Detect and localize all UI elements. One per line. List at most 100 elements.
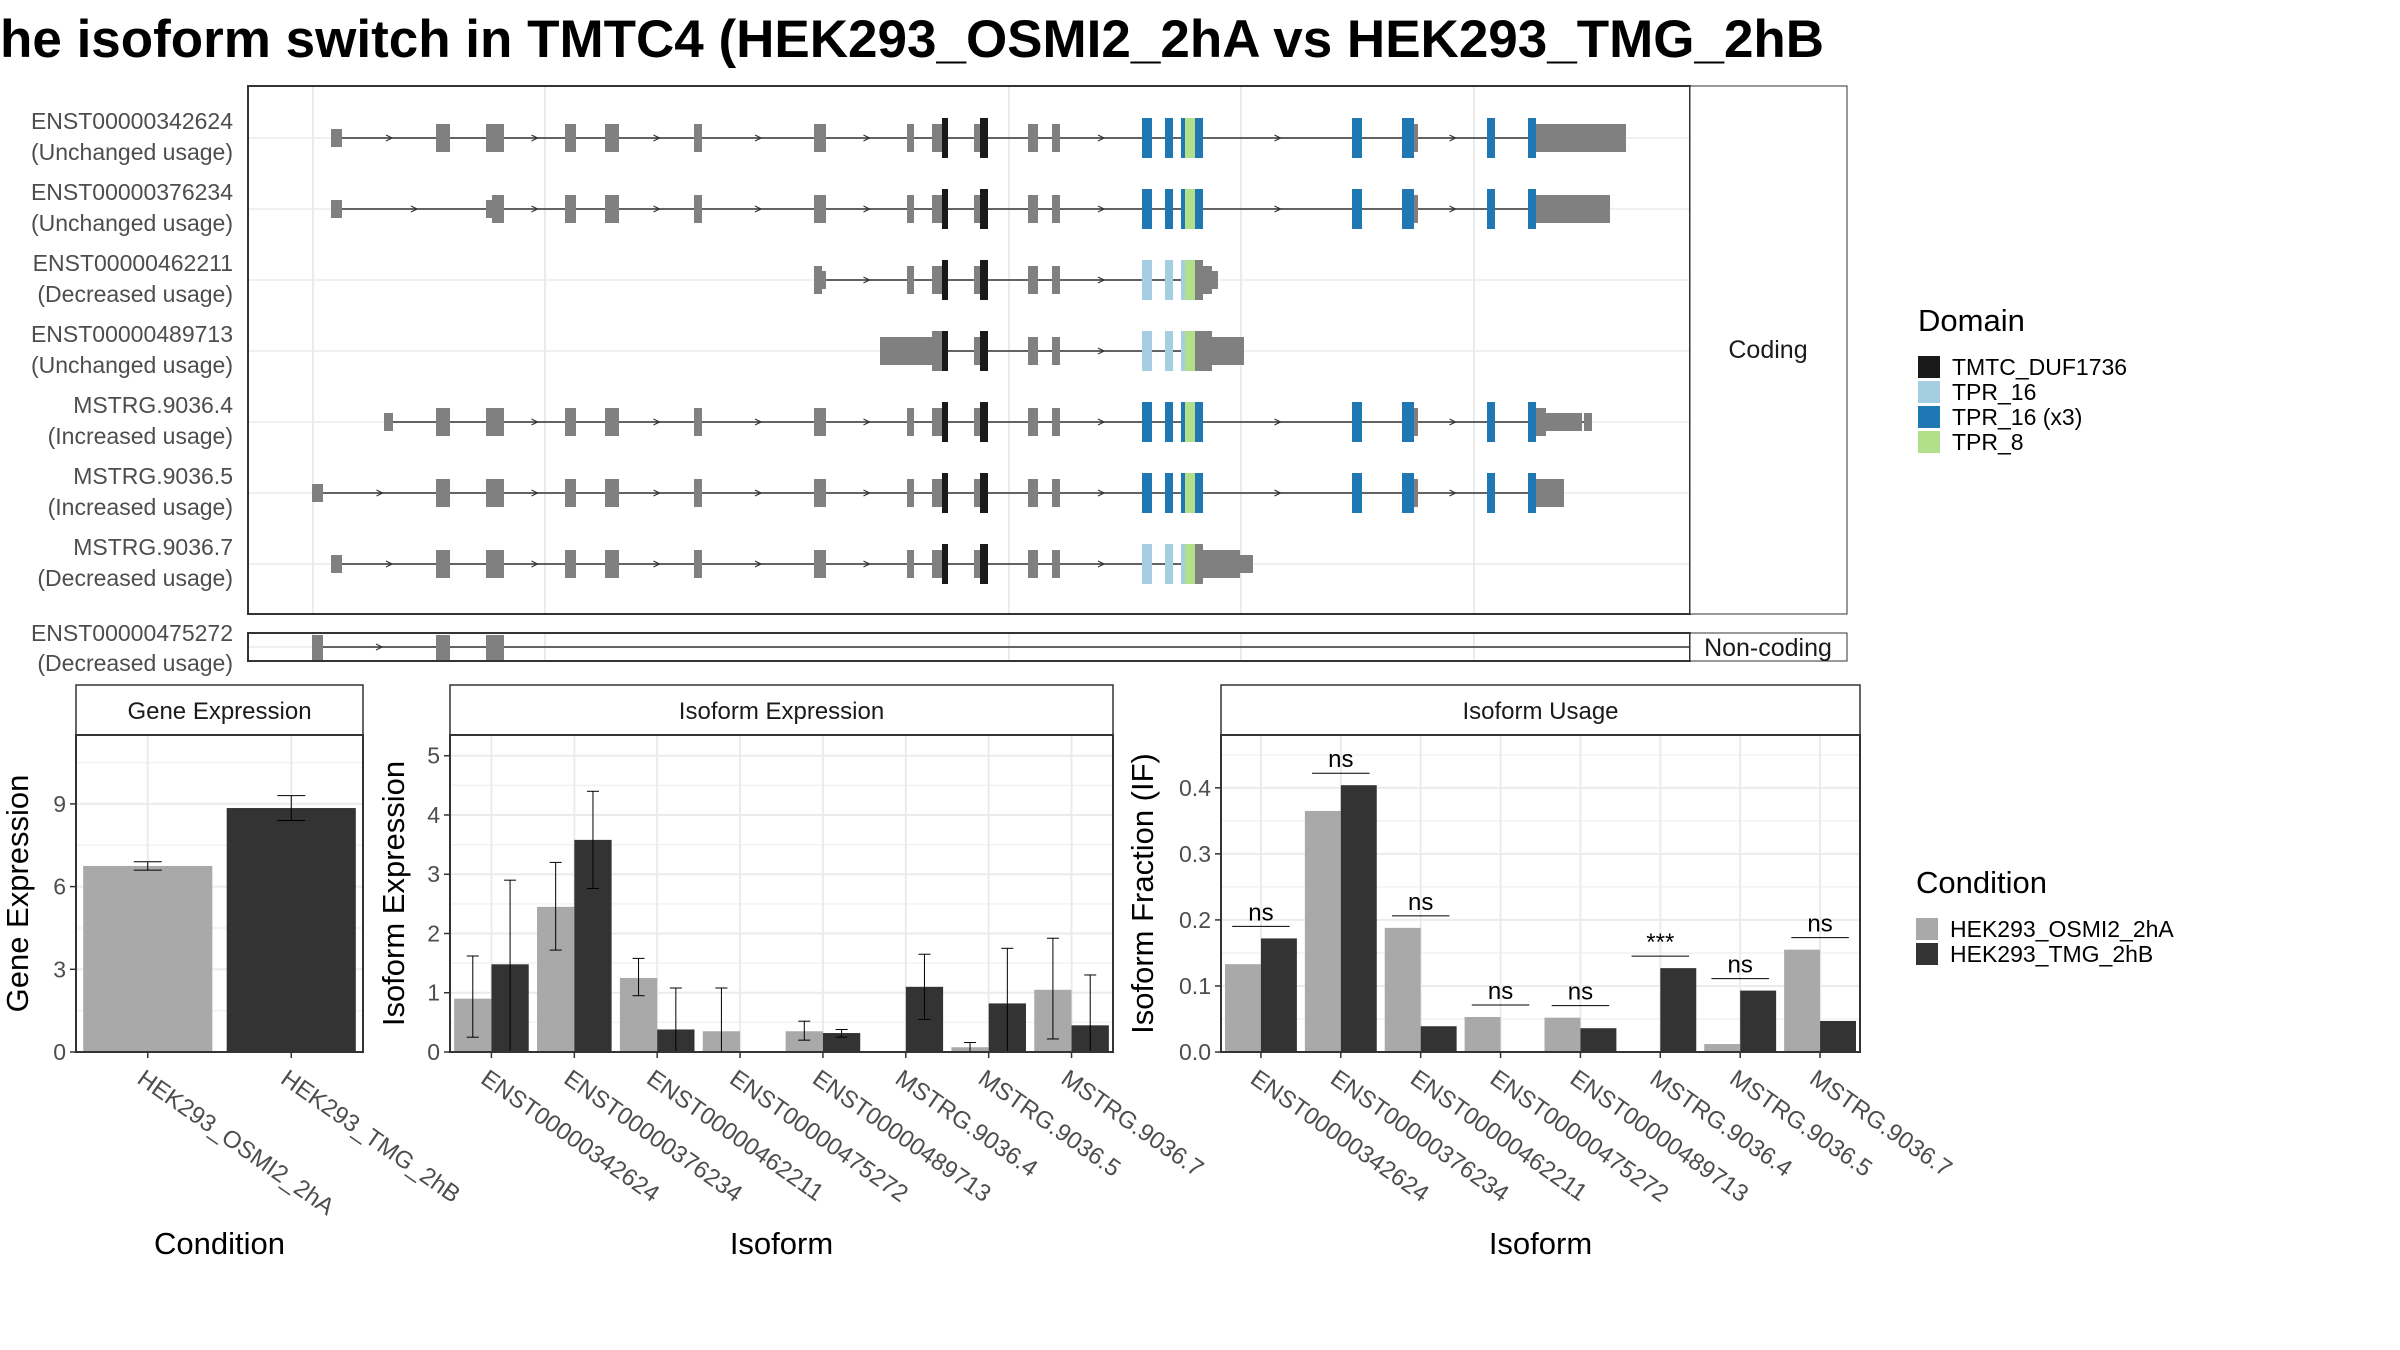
bar-hek293-osmi2-2ha [1704,1044,1741,1052]
strand-arrow [410,205,419,213]
exon-block [1185,331,1195,371]
strand-arrow [1449,134,1457,142]
significance-label: ns [1328,746,1353,773]
x-axis-title: Isoform [730,1226,833,1261]
exon-block [1528,473,1536,513]
exon-block [1195,118,1203,158]
isoform-expression-panel: Isoform Expression012345ENST00000342624E… [376,684,1208,1261]
exon-block [980,544,988,584]
strand-arrow [653,134,661,142]
exon-block [1181,331,1185,371]
exon-block [932,124,942,152]
bar-hek293-osmi2-2ha [1304,810,1341,1052]
significance-label: ns [1568,979,1593,1006]
exon-block [1546,479,1564,507]
exon-block [942,260,948,300]
isoform-status: (Unchanged usage) [31,139,233,165]
y-tick-label: 3 [427,861,440,887]
exon-block [565,195,576,223]
exon-block [1402,118,1414,158]
bar-hek293-osmi2-2ha [785,1031,823,1052]
exon-block [1528,118,1536,158]
y-tick-label: 0.0 [1179,1039,1211,1065]
exon-block [1181,473,1185,513]
strand-arrow [531,205,539,213]
exon-block [694,195,702,223]
exon-block [384,413,393,431]
strand-arrow [531,560,539,568]
exon-block [1352,118,1362,158]
exon-block [1181,118,1185,158]
y-tick-label: 3 [53,956,66,982]
strand-arrow [653,205,661,213]
exon-block [1414,479,1418,507]
exon-block [1028,195,1038,223]
exon-block [1181,544,1185,584]
coding-panel-frame [247,85,1691,615]
exon-block [980,331,988,371]
strand-arrow [863,418,871,426]
exon-block [814,124,826,152]
exon-block [1165,473,1173,513]
isoform-label: ENST00000342624 [31,108,233,134]
isoform-label: MSTRG.9036.4 [73,392,233,418]
exon-block [1052,550,1060,578]
exon-block [1052,195,1060,223]
exon-block [1203,331,1212,371]
strand-arrow [385,134,394,142]
coding-strip-label: Coding [1728,336,1807,364]
exon-block [1028,408,1038,436]
exon-block [1195,189,1203,229]
bar-hek293-tmg-2hb [1580,1028,1617,1052]
exon-block [1185,260,1195,300]
x-axis-title: Isoform [1489,1226,1592,1261]
noncoding-strip-box [1689,632,1848,662]
strand-arrow [653,418,661,426]
isoform-label: ENST00000376234 [31,179,233,205]
exon-block [1185,544,1195,584]
coding-strip-box [1689,85,1848,615]
exon-block [1185,402,1195,442]
exon-block [1165,118,1173,158]
y-tick-label: 4 [427,802,440,828]
panel-frame [449,734,1114,1053]
exon-block [974,408,980,436]
y-tick-label: 0 [427,1039,440,1065]
exon-block [1414,408,1418,436]
exon-block [1414,195,1418,223]
exon-block [1165,544,1173,584]
y-tick-label: 0 [53,1039,66,1065]
exon-block [1536,408,1546,436]
exon-block [907,550,914,578]
exon-block [1546,195,1610,223]
exon-block [814,195,826,223]
exon-block [312,484,323,502]
exon-block [942,544,948,584]
y-tick-label: 0.1 [1179,973,1211,999]
legend-key-hek293-osmi2-2ha [1916,918,1938,940]
strand-arrow [531,418,539,426]
isoform-label: ENST00000489713 [31,321,233,347]
legend-label: HEK293_TMG_2hB [1950,941,2153,967]
x-tick-label: MSTRG.9036.7 [1805,1065,1957,1183]
exon-block [1203,550,1240,578]
legend-label: TMTC_DUF1736 [1952,354,2127,380]
strand-arrow [531,489,539,497]
isoform-label: ENST00000475272 [31,620,233,646]
x-tick-label: MSTRG.9036.5 [973,1065,1125,1183]
bar-hek293-osmi2-2ha [1384,927,1421,1052]
exon-block [1487,473,1495,513]
exon-block [907,195,914,223]
strand-arrow [754,134,763,142]
exon-block [1142,544,1152,584]
exon-block [486,408,504,436]
y-tick-label: 0.3 [1179,841,1211,867]
exon-block [1052,479,1060,507]
significance-label: ns [1728,952,1753,979]
y-axis-title: Isoform Expression [376,761,411,1026]
exon-block [907,266,914,294]
exon-block [932,479,942,507]
strand-arrow [531,134,539,142]
strand-arrow [1097,134,1106,142]
panel-strip [1220,684,1861,736]
